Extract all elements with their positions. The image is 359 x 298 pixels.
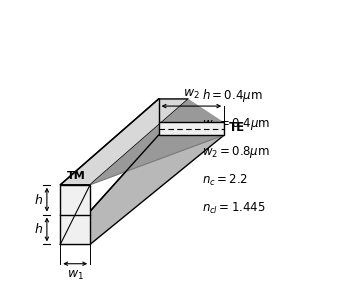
Text: $w_2 = 0.8\mu$m: $w_2 = 0.8\mu$m <box>202 144 270 160</box>
Polygon shape <box>90 99 224 185</box>
Text: $w_1$: $w_1$ <box>67 269 84 282</box>
Polygon shape <box>60 185 90 244</box>
Text: $h = 0.4\mu$m: $h = 0.4\mu$m <box>202 87 262 104</box>
Text: $w_2$: $w_2$ <box>183 88 200 101</box>
Text: $w_1 = 0.4\mu$m: $w_1 = 0.4\mu$m <box>202 116 270 132</box>
Text: $n_c = 2.2$: $n_c = 2.2$ <box>202 173 248 188</box>
Polygon shape <box>60 99 188 185</box>
Text: $h$: $h$ <box>34 223 43 236</box>
Text: TM: TM <box>67 171 86 181</box>
Polygon shape <box>159 122 224 135</box>
Text: $n_{cl}= 1.445$: $n_{cl}= 1.445$ <box>202 201 265 216</box>
Polygon shape <box>60 135 224 244</box>
Text: TE: TE <box>229 121 245 134</box>
Text: $h$: $h$ <box>34 193 43 207</box>
